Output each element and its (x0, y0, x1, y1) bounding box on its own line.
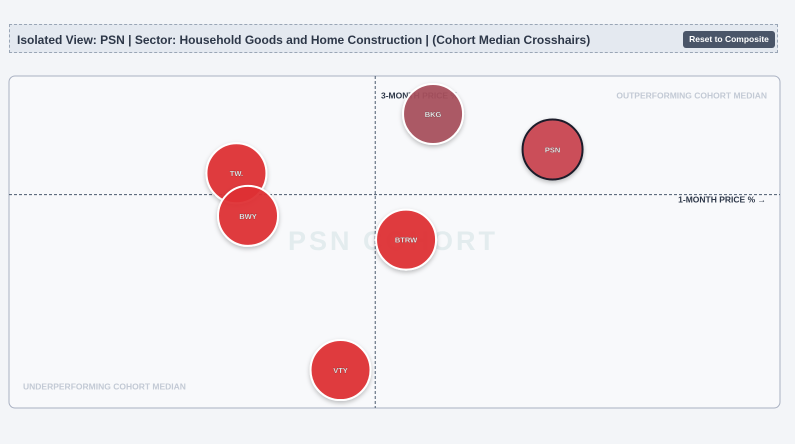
bubble (309, 339, 372, 402)
bubble (521, 118, 584, 181)
bubble-label: BWY (239, 212, 257, 221)
quadrant-label: UNDERPERFORMING COHORT MEDIAN (23, 381, 186, 391)
reset-button[interactable]: Reset to Composite (683, 31, 775, 48)
bubble-label: BTRW (395, 236, 418, 245)
bubble-label: VTY (333, 366, 348, 375)
header: Isolated View: PSN | Sector: Household G… (9, 24, 778, 53)
bubble (217, 184, 280, 247)
quadrant-label: OUTPERFORMING COHORT MEDIAN (616, 90, 767, 100)
bubble-label: PSN (545, 145, 560, 154)
bubble (375, 208, 438, 271)
x-axis-label: 1-MONTH PRICE % → (678, 194, 766, 204)
bubble-label: BKG (425, 110, 442, 119)
header-title: Isolated View: PSN | Sector: Household G… (17, 33, 591, 47)
bubble-label: TW. (230, 169, 243, 178)
bubble (402, 82, 465, 145)
